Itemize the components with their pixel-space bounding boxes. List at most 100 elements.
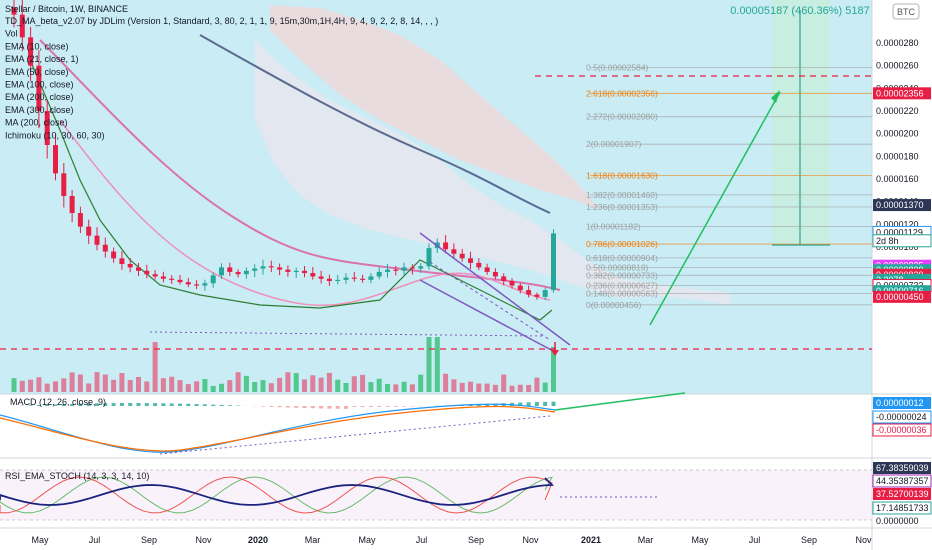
volume-bar (542, 382, 548, 392)
price-axis[interactable]: 0.00002800.00002600.00002400.00002200.00… (872, 38, 932, 527)
macd-histogram-bar (95, 403, 99, 406)
candle-body (343, 277, 349, 280)
ichimoku-cloud-red (270, 5, 600, 210)
projection-arrow (649, 91, 781, 326)
macd-histogram-bar (144, 403, 149, 406)
macd-histogram-bar (103, 403, 108, 406)
projection-arrow-head (771, 90, 780, 103)
indicator-label: TD_MA_beta_v2.07 by JDLim (Version 1, St… (5, 16, 438, 26)
candle-body (235, 271, 241, 275)
time-tick: Nov (522, 535, 539, 545)
time-tick: May (31, 535, 49, 545)
candle-body (69, 196, 75, 213)
macd-histogram-bar (70, 403, 75, 406)
target-zone (772, 0, 830, 245)
candle-body (376, 271, 382, 277)
candle-body (260, 266, 266, 269)
fib-label: 2.618(0.00002356) (586, 88, 658, 98)
macd-histogram-bar (551, 401, 556, 406)
volume-bar (235, 372, 241, 392)
channel-lower (419, 279, 556, 353)
candle-body (302, 270, 307, 274)
price-badge-label: 0.00002356 (876, 88, 924, 98)
volume-bar (551, 347, 556, 392)
rsi-plot (0, 469, 872, 521)
price-badge (873, 87, 931, 100)
candle-body (492, 271, 498, 277)
candle-body (501, 276, 507, 281)
volume-bar (69, 372, 75, 392)
down-arrow-head (551, 350, 559, 356)
volume-bar (111, 379, 117, 392)
time-tick: May (691, 535, 709, 545)
fib-label: 0.618(0.00000904) (586, 253, 658, 263)
candle-body (385, 269, 390, 272)
indicator-label: EMA (50, close) (5, 67, 69, 77)
candle-body (169, 278, 175, 280)
volume-bar (393, 384, 399, 392)
macd-histogram-bar (186, 403, 191, 406)
candle-body (426, 248, 432, 267)
candle-body (53, 145, 58, 174)
time-axis[interactable]: May Jul Sep Nov 2020 Mar May Jul Sep Nov 2021 Mar Ma… (31, 535, 872, 545)
candle-body (443, 242, 449, 250)
macd-histogram-bar (219, 404, 224, 406)
rsi-badge-label: 37.52700139 (876, 489, 929, 499)
time-tick: Mar (638, 535, 654, 545)
currency-badge-label: BTC (897, 7, 916, 17)
fib-label: 0.5(0.00002584) (586, 62, 649, 72)
volume-bar (194, 381, 200, 392)
volume-bar (86, 383, 92, 392)
rsi-badge-label: 67.38359039 (876, 463, 929, 473)
macd-label: MACD (12, 26, close, 9) (10, 397, 106, 407)
fib-label: 0.786(0.00001026) (586, 239, 658, 249)
volume-bar (252, 382, 258, 392)
volume-bar (243, 375, 249, 392)
macd-histogram-bar (36, 405, 41, 406)
macd-histogram-bar (319, 406, 324, 409)
volume-bar (152, 342, 158, 392)
candle-body (185, 282, 191, 285)
currency-badge[interactable] (892, 3, 920, 20)
volume-bar (343, 382, 349, 392)
candle-body (360, 278, 366, 280)
volume-bar (426, 337, 432, 392)
candle-body (451, 249, 457, 254)
rsi-badge (873, 515, 931, 527)
price-tick: 0.0000280 (876, 38, 919, 48)
macd-histogram-bar (178, 403, 182, 406)
volume-bar (318, 377, 324, 392)
macd-histogram-bar (61, 404, 66, 406)
dotted-support (149, 331, 546, 337)
volume-bar (227, 380, 233, 392)
macd-badge (872, 423, 932, 437)
candle-body (152, 274, 158, 277)
macd-histogram-bar (169, 403, 174, 406)
volume-bar (77, 374, 83, 392)
macd-histogram-bar (476, 404, 481, 406)
indicator-label: EMA (300, close) (5, 105, 74, 115)
candle-body (310, 273, 316, 277)
macd-histogram-bar (78, 403, 83, 406)
fib-label: 2(0.00001907) (586, 139, 641, 149)
volume-bar (277, 377, 283, 392)
volume-bar (509, 385, 515, 392)
time-tick: Sep (141, 535, 157, 545)
volume-bar (285, 372, 291, 392)
candle-body (551, 233, 556, 291)
price-tick: 0.0000260 (876, 61, 919, 71)
indicator-label: EMA (21, close, 1) (5, 54, 79, 64)
price-tick: 0.0000180 (876, 151, 919, 161)
time-tick: Sep (801, 535, 817, 545)
candle-body (19, 14, 25, 38)
macd-plot (0, 401, 556, 455)
volume-bar (484, 383, 490, 392)
macd-histogram-bar (402, 406, 407, 407)
candle-body (111, 251, 117, 259)
macd-histogram-bar (302, 406, 307, 409)
candle-body (484, 267, 490, 272)
ema-300 (199, 34, 551, 214)
volume-bar (28, 379, 34, 392)
fib-label: 1.382(0.00001460) (586, 190, 658, 200)
